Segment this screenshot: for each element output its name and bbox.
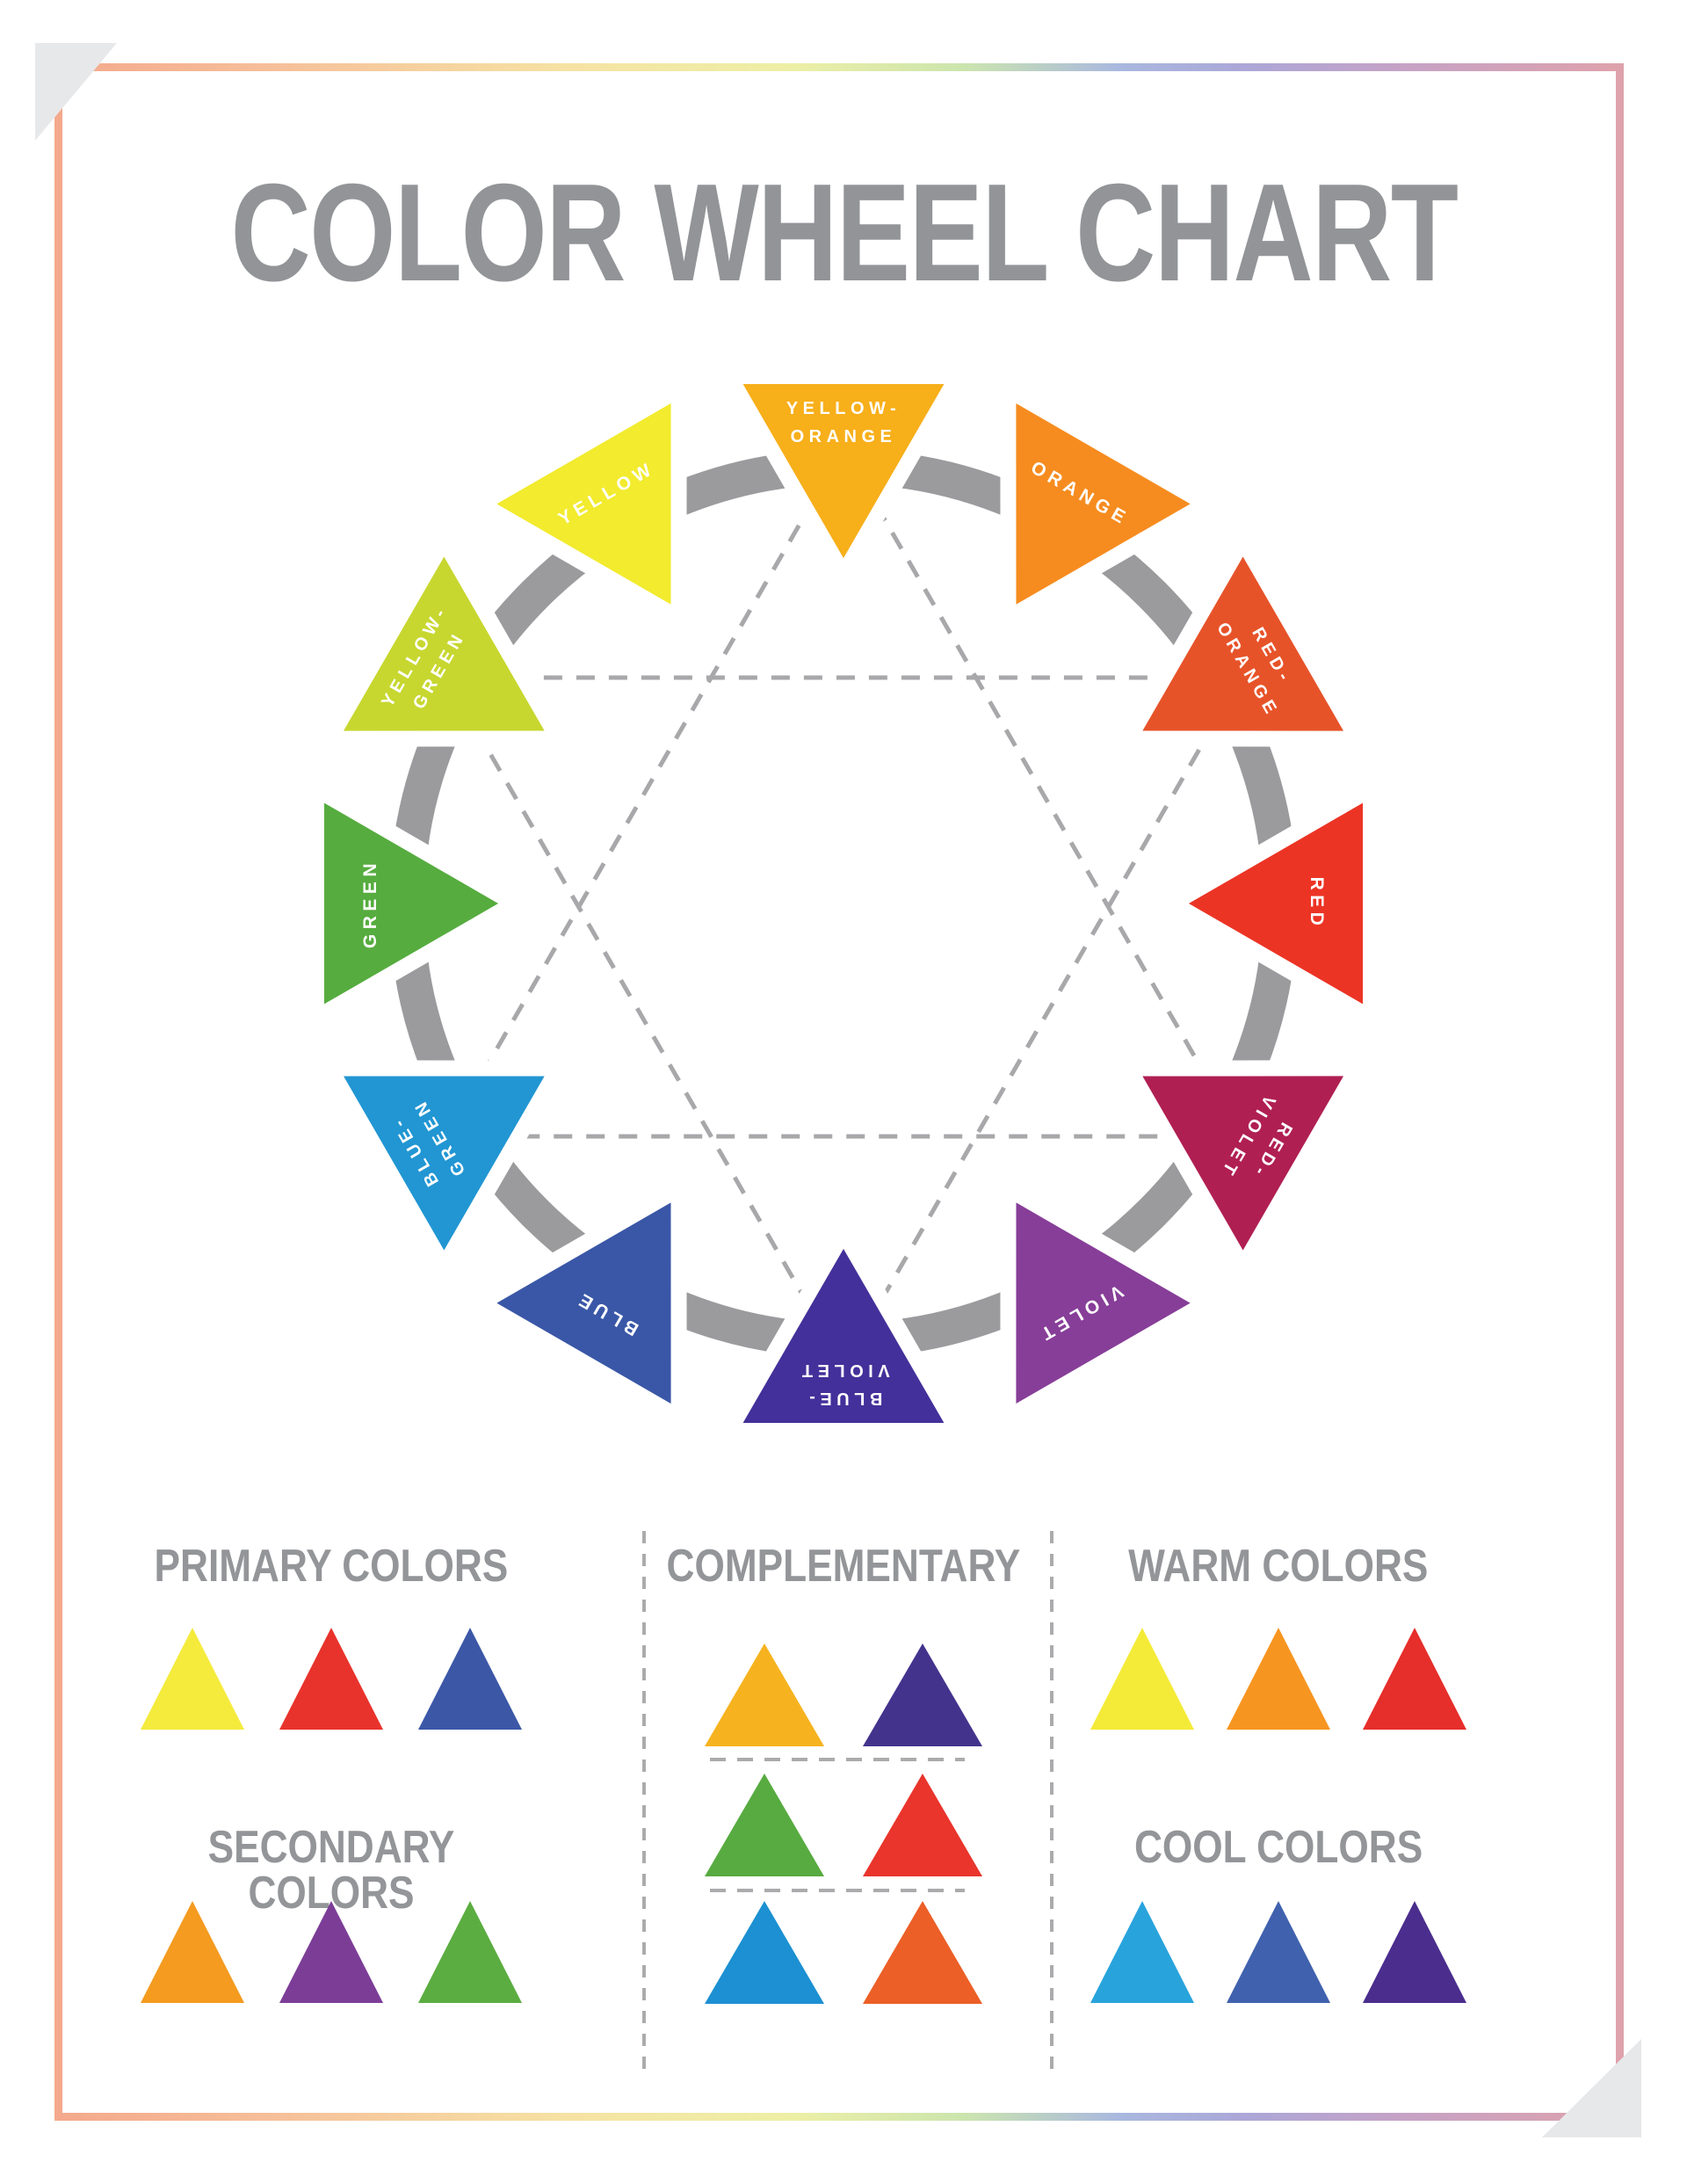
swatch-red	[863, 1774, 982, 1876]
wheel-label-yellow-orange: YELLOW-ORANGE	[786, 399, 901, 446]
wheel-label-red: RED	[1307, 877, 1327, 931]
wheel-triangle-yellow-green	[315, 525, 572, 747]
swatch-green	[705, 1774, 824, 1876]
wheel-triangle-blue	[465, 1175, 687, 1432]
wheel-segment-green: GREEN	[308, 775, 530, 1032]
wheel-label-green: GREEN	[360, 859, 380, 948]
wheel-triangle-green	[308, 775, 530, 1032]
swatch-violet	[279, 1901, 383, 2003]
wheel-segment-yellow-green: YELLOW-GREEN	[315, 525, 572, 747]
wheel-segment-blue: BLUE	[465, 1175, 687, 1432]
swatch-blue	[1227, 1901, 1330, 2003]
swatch-red	[279, 1628, 383, 1730]
secondary-swatch-row	[141, 1901, 522, 2003]
wheel-segment-blue-violet: BLUE-VIOLET	[715, 1217, 972, 1439]
wheel-triangle-red-orange	[1115, 525, 1372, 747]
swatch-yellow	[141, 1628, 244, 1730]
swatch-orange	[141, 1901, 244, 2003]
wheel-label-blue-violet: BLUE-VIOLET	[797, 1360, 889, 1408]
page-title: COLOR WHEEL CHART	[230, 156, 1459, 310]
swatch-red-orange	[863, 1901, 982, 2004]
heading-warm-colors: WARM COLORS	[1128, 1541, 1429, 1592]
swatch-blue-green	[705, 1901, 824, 2004]
swatch-orange	[1227, 1628, 1330, 1730]
swatch-yellow-orange	[705, 1643, 824, 1746]
wheel-segment-blue-green: BLUE-GREEN	[315, 1060, 572, 1282]
heading-complementary: COMPLEMENTARY	[666, 1541, 1021, 1592]
wheel-segment-yellow: YELLOW	[465, 375, 687, 632]
wheel-triangle-red	[1157, 775, 1379, 1032]
swatch-blue-violet	[1363, 1901, 1466, 2003]
wheel-triangle-blue-violet	[715, 1217, 972, 1439]
wheel-triangle-yellow-orange	[715, 368, 972, 590]
complementary-pair-row	[705, 1643, 982, 1746]
dashed-triangle-down	[442, 675, 1245, 1370]
wheel-segment-red: RED	[1157, 775, 1379, 1032]
warm-swatch-row	[1090, 1628, 1466, 1730]
wheel-triangle-violet	[1000, 1175, 1222, 1432]
primary-swatch-row	[141, 1628, 522, 1730]
wheel-triangle-yellow	[465, 375, 687, 632]
wheel-triangle-red-violet	[1115, 1060, 1372, 1282]
column-divider-left	[642, 1531, 646, 2074]
wheel-segment-yellow-orange: YELLOW-ORANGE	[715, 368, 972, 590]
swatch-blue	[418, 1628, 522, 1730]
wheel-segment-red-orange: RED-ORANGE	[1115, 525, 1372, 747]
complementary-pair-row	[705, 1774, 982, 1876]
complementary-pair-row	[705, 1901, 982, 2004]
heading-cool-colors: COOL COLORS	[1133, 1822, 1423, 1873]
cool-swatch-row	[1090, 1901, 1466, 2003]
swatch-yellow	[1090, 1628, 1194, 1730]
wheel-ring	[389, 449, 1298, 1358]
wheel-triangle-orange	[1000, 375, 1222, 632]
swatch-blue-green	[1090, 1901, 1194, 2003]
wheel-segment-orange: ORANGE	[1000, 375, 1222, 632]
column-divider-right	[1050, 1531, 1053, 2074]
wheel-triangle-blue-green	[315, 1060, 572, 1282]
dashed-triangle-up	[442, 444, 1245, 1139]
swatch-blue-violet	[863, 1643, 982, 1746]
swatch-green	[418, 1901, 522, 2003]
complementary-divider-1	[710, 1758, 965, 1761]
wheel-segment-violet: VIOLET	[1000, 1175, 1222, 1432]
heading-primary-colors: PRIMARY COLORS	[154, 1541, 509, 1592]
swatch-red	[1363, 1628, 1466, 1730]
complementary-divider-2	[710, 1889, 965, 1892]
wheel-segment-red-violet: RED-VIOLET	[1115, 1060, 1372, 1282]
